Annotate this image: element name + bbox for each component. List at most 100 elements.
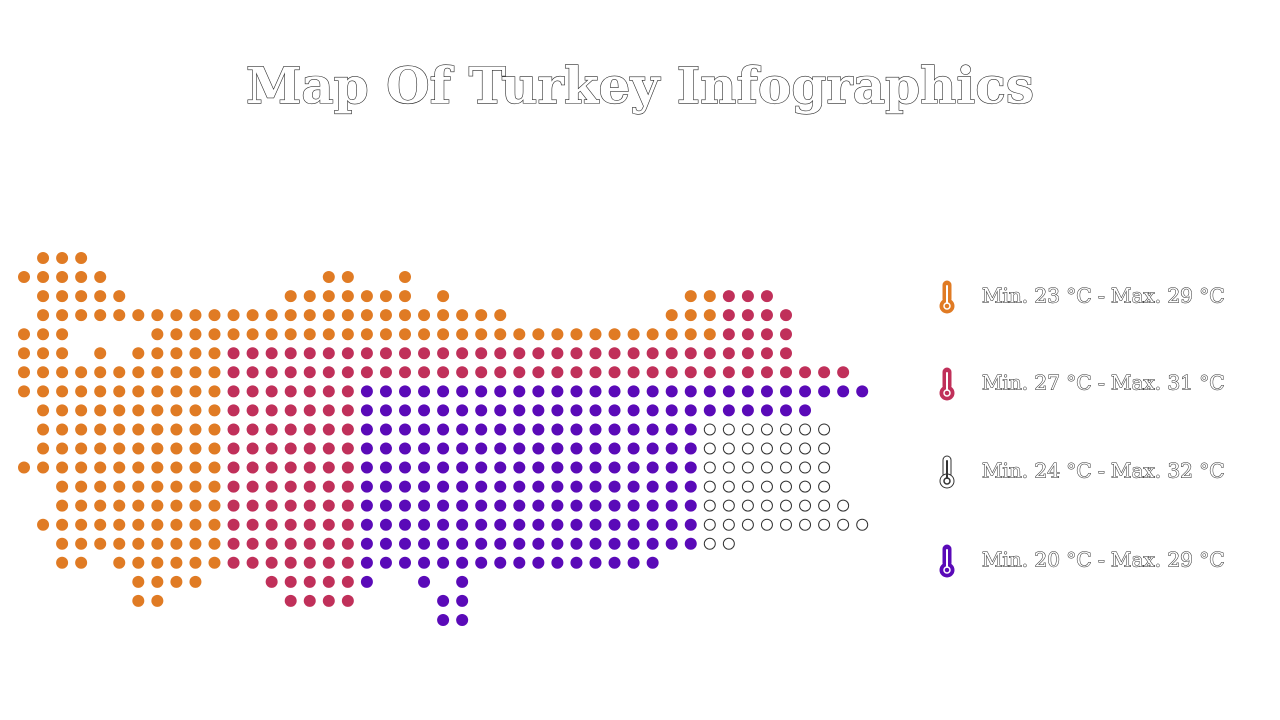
dot bbox=[799, 442, 812, 455]
dot bbox=[170, 385, 183, 398]
dot bbox=[456, 480, 469, 493]
dot bbox=[741, 442, 754, 455]
dot bbox=[475, 385, 488, 398]
dot bbox=[246, 404, 259, 417]
dot bbox=[608, 366, 621, 379]
dot bbox=[513, 537, 526, 550]
dot bbox=[627, 404, 640, 417]
dot bbox=[75, 556, 88, 569]
dot bbox=[132, 423, 145, 436]
dot bbox=[94, 461, 107, 474]
dot bbox=[532, 366, 545, 379]
dot bbox=[722, 309, 735, 322]
dot bbox=[322, 423, 335, 436]
dot bbox=[341, 290, 354, 303]
dot bbox=[456, 461, 469, 474]
dot bbox=[303, 499, 316, 512]
dot bbox=[799, 423, 812, 436]
dot bbox=[589, 442, 602, 455]
dot bbox=[684, 290, 697, 303]
dot bbox=[513, 518, 526, 531]
dot bbox=[18, 385, 30, 398]
dot bbox=[94, 480, 107, 493]
dot bbox=[246, 309, 259, 322]
dot bbox=[780, 518, 792, 531]
dot bbox=[360, 366, 373, 379]
dot bbox=[703, 328, 716, 341]
dot bbox=[703, 518, 716, 531]
dot bbox=[399, 290, 411, 303]
dot bbox=[608, 518, 621, 531]
dot bbox=[399, 537, 411, 550]
dot bbox=[189, 537, 202, 550]
dot bbox=[456, 366, 469, 379]
dot bbox=[722, 518, 735, 531]
dot bbox=[113, 518, 126, 531]
dot bbox=[208, 366, 221, 379]
dot bbox=[799, 518, 812, 531]
dot bbox=[360, 347, 373, 360]
dot bbox=[284, 404, 297, 417]
dot bbox=[56, 556, 69, 569]
dot bbox=[532, 385, 545, 398]
dot bbox=[627, 480, 640, 493]
dot bbox=[303, 575, 316, 588]
dot bbox=[837, 518, 850, 531]
dot bbox=[303, 385, 316, 398]
dot bbox=[94, 271, 107, 284]
dot bbox=[75, 499, 88, 512]
dot bbox=[265, 423, 278, 436]
dot bbox=[303, 404, 316, 417]
dot bbox=[741, 518, 754, 531]
dot bbox=[703, 366, 716, 379]
dot bbox=[265, 480, 278, 493]
dot bbox=[75, 480, 88, 493]
dot bbox=[646, 499, 659, 512]
dot bbox=[132, 518, 145, 531]
dot bbox=[399, 423, 411, 436]
dot bbox=[246, 461, 259, 474]
dot bbox=[37, 423, 50, 436]
dot bbox=[570, 480, 583, 493]
dot bbox=[227, 423, 240, 436]
dot bbox=[341, 309, 354, 322]
dot bbox=[37, 347, 50, 360]
dot bbox=[722, 423, 735, 436]
dot bbox=[818, 366, 831, 379]
dot bbox=[284, 309, 297, 322]
dot bbox=[208, 556, 221, 569]
dot bbox=[322, 347, 335, 360]
dot bbox=[75, 404, 88, 417]
dot bbox=[360, 385, 373, 398]
dot bbox=[456, 613, 469, 626]
dot bbox=[570, 347, 583, 360]
dot bbox=[551, 385, 564, 398]
dot bbox=[189, 575, 202, 588]
dot bbox=[703, 385, 716, 398]
legend-item: Min. 20 °C - Max. 29 °C bbox=[939, 544, 1225, 578]
dot bbox=[741, 347, 754, 360]
dot bbox=[94, 347, 107, 360]
dot bbox=[608, 423, 621, 436]
dot bbox=[379, 385, 392, 398]
dot bbox=[741, 423, 754, 436]
dot bbox=[151, 366, 164, 379]
dot bbox=[132, 537, 145, 550]
dot bbox=[760, 366, 773, 379]
dot bbox=[399, 499, 411, 512]
thermometer-core bbox=[943, 302, 951, 310]
dot bbox=[513, 328, 526, 341]
dot bbox=[684, 480, 697, 493]
dot bbox=[227, 461, 240, 474]
dot bbox=[703, 423, 716, 436]
dot bbox=[132, 309, 145, 322]
dot bbox=[418, 366, 431, 379]
dot bbox=[570, 461, 583, 474]
dot bbox=[56, 461, 69, 474]
dot bbox=[741, 461, 754, 474]
dot bbox=[551, 480, 564, 493]
dot bbox=[265, 347, 278, 360]
dot bbox=[513, 480, 526, 493]
dot bbox=[437, 613, 450, 626]
dot bbox=[341, 499, 354, 512]
